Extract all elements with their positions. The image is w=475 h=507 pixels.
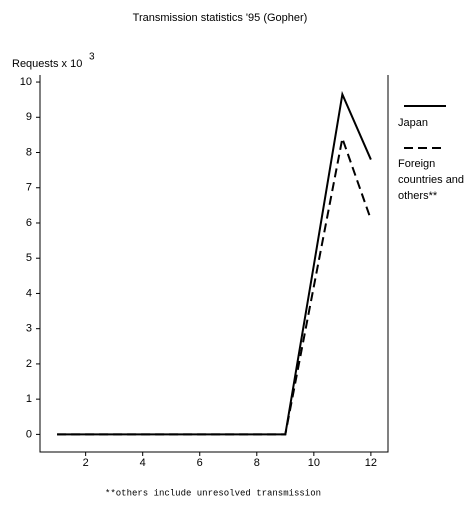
chart-title: Transmission statistics '95 (Gopher)	[133, 12, 308, 24]
y-tick-label: 1	[26, 393, 32, 405]
y-tick-label: 2	[26, 358, 32, 370]
y-tick-label: 4	[26, 287, 32, 299]
y-tick-label: 5	[26, 252, 32, 264]
y-tick-label: 3	[26, 323, 32, 335]
x-tick-label: 2	[83, 457, 89, 469]
x-tick-label: 8	[254, 457, 260, 469]
y-tick-label: 9	[26, 111, 32, 123]
y-tick-label: 7	[26, 182, 32, 194]
y-tick-label: 8	[26, 146, 32, 158]
series-line	[57, 134, 372, 436]
plot-frame	[39, 75, 389, 453]
y-tick-label: 6	[26, 217, 32, 229]
y-tick-label: 0	[26, 428, 32, 440]
x-tick-label: 12	[365, 457, 377, 469]
y-axis-label: Requests x 10	[12, 58, 82, 70]
footnote: **others include unresolved transmission	[105, 488, 321, 498]
y-axis-exponent: 3	[89, 52, 95, 63]
x-tick-label: 6	[197, 457, 203, 469]
x-tick-label: 4	[140, 457, 146, 469]
legend-label: Japan	[398, 117, 428, 129]
y-tick-label: 10	[20, 76, 32, 88]
x-tick-label: 10	[308, 457, 320, 469]
legend-label: Foreign countries and others**	[398, 158, 465, 202]
series-line	[57, 90, 372, 436]
